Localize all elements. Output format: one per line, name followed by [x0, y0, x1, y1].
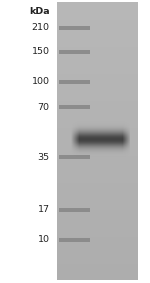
Bar — [58, 208, 90, 212]
Text: 150: 150 — [32, 48, 50, 57]
Bar — [58, 50, 90, 54]
Text: 10: 10 — [38, 235, 50, 245]
Text: 210: 210 — [32, 23, 50, 33]
Text: kDa: kDa — [29, 7, 50, 16]
Bar — [58, 105, 90, 109]
Text: 17: 17 — [38, 205, 50, 215]
Bar — [58, 155, 90, 159]
Text: 70: 70 — [38, 102, 50, 112]
Text: 100: 100 — [32, 78, 50, 87]
Bar — [58, 238, 90, 242]
Text: 35: 35 — [37, 153, 50, 162]
Bar — [58, 80, 90, 84]
Bar — [58, 26, 90, 30]
